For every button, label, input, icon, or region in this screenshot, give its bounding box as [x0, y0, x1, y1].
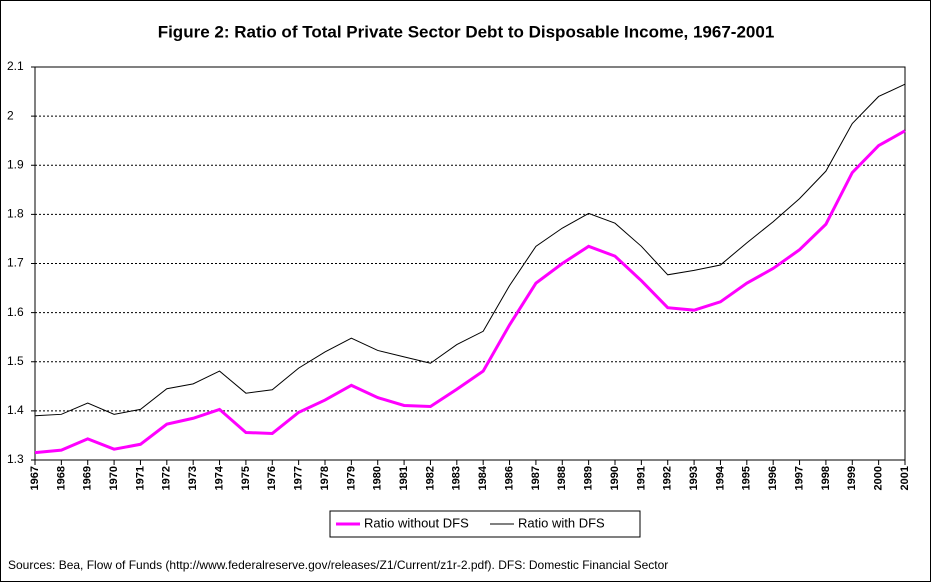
- x-tick-label: 1980: [372, 466, 384, 490]
- x-tick-label: 1997: [793, 466, 805, 490]
- series-line: [34, 129, 906, 455]
- x-tick-label: 1975: [240, 466, 252, 490]
- x-tick-label: 1976: [266, 466, 278, 490]
- x-tick-label: 1996: [767, 466, 779, 490]
- x-tick-label: 1969: [82, 466, 94, 490]
- legend-label: Ratio without DFS: [364, 515, 469, 530]
- x-tick-label: 1988: [556, 466, 568, 490]
- x-tick-label: 1970: [108, 466, 120, 490]
- legend-box: [329, 510, 641, 538]
- x-tick-label: 1974: [213, 465, 225, 490]
- x-tick-label: 1967: [29, 466, 41, 490]
- x-tick-label: 1971: [134, 466, 146, 490]
- x-tick-label: 1973: [187, 466, 199, 490]
- series-line: [34, 83, 906, 417]
- y-tick-label: 1.6: [7, 305, 24, 319]
- x-tick-label: 1987: [530, 466, 542, 490]
- x-tick-label: 1989: [583, 466, 595, 490]
- x-tick-label: 1979: [345, 466, 357, 490]
- x-tick-label: 1968: [55, 466, 67, 490]
- x-tick-label: 1998: [820, 466, 832, 490]
- y-tick-label: 1.5: [7, 354, 24, 368]
- y-tick-label: 1.3: [7, 452, 24, 466]
- x-tick-label: 1990: [609, 466, 621, 490]
- x-tick-label: 1995: [741, 466, 753, 490]
- x-tick-label: 1986: [503, 466, 515, 490]
- x-tick-label: 1978: [319, 466, 331, 490]
- x-tick-label: 1984: [477, 465, 489, 490]
- y-tick-label: 1.9: [7, 157, 24, 171]
- x-tick-label: 1972: [161, 466, 173, 490]
- y-tick-label: 1.4: [7, 403, 24, 417]
- x-tick-label: 2000: [873, 466, 885, 490]
- x-tick-label: 1983: [451, 466, 463, 490]
- y-tick-label: 1.8: [7, 207, 24, 221]
- y-tick-label: 1.7: [7, 256, 24, 270]
- x-tick-label: 1981: [398, 466, 410, 490]
- x-tick-label: 1982: [424, 466, 436, 490]
- y-tick-label: 2.1: [7, 59, 24, 73]
- source-note: Sources: Bea, Flow of Funds (http://www.…: [8, 558, 668, 572]
- x-tick-label: 1992: [662, 466, 674, 490]
- y-tick-label: 2: [7, 108, 14, 122]
- x-tick-label: 1977: [293, 466, 305, 490]
- x-tick-label: 1991: [635, 466, 647, 490]
- plot-area: [34, 66, 906, 461]
- x-tick-label: 1999: [846, 466, 858, 490]
- chart-title: Figure 2: Ratio of Total Private Sector …: [158, 22, 775, 41]
- x-tick-label: 1994: [714, 465, 726, 490]
- x-tick-label: 1993: [688, 466, 700, 490]
- x-tick-label: 2001: [899, 466, 911, 490]
- legend-label: Ratio with DFS: [518, 515, 605, 530]
